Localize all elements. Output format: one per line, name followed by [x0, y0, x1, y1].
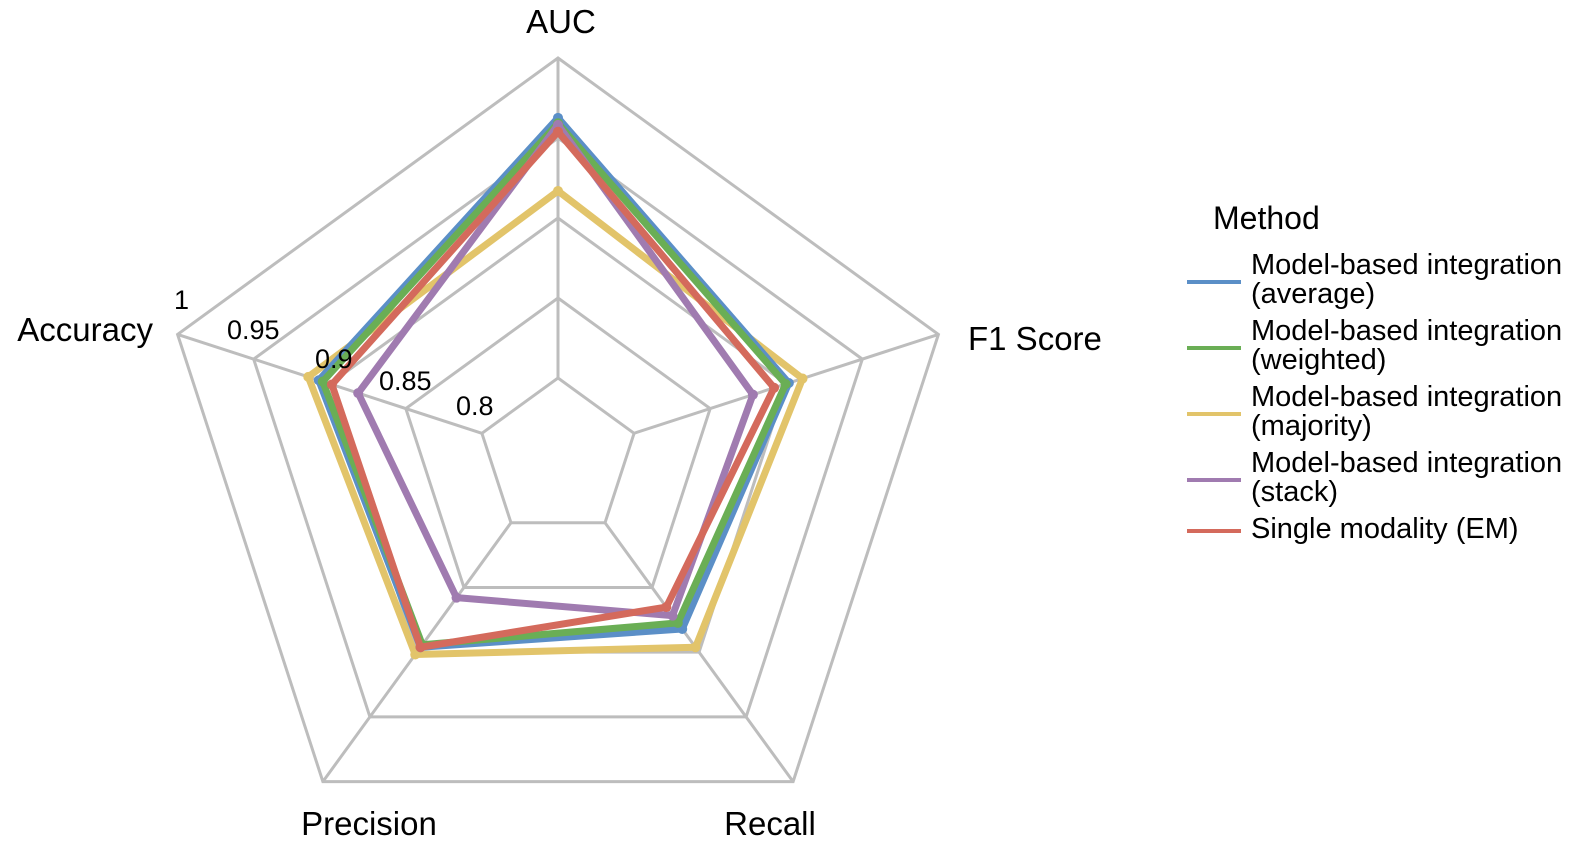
legend-swatch-weighted — [1187, 346, 1241, 350]
legend-item-majority: Model-based integration (majority) — [1187, 383, 1587, 441]
series-line-4 — [328, 128, 778, 651]
series-point-4-4 — [326, 379, 337, 390]
grid-ring-0 — [480, 376, 636, 525]
series-point-2-4 — [303, 371, 314, 382]
axis-label-accuracy: Accuracy — [17, 311, 153, 348]
radar-labels: AUC F1 Score Recall Precision Accuracy 1… — [17, 3, 1102, 842]
legend-swatch-average — [1187, 280, 1241, 284]
legend-item-stack: Model-based integration (stack) — [1187, 449, 1587, 507]
legend-label-single-modality: Single modality (EM) — [1251, 513, 1519, 545]
series-point-3-2 — [667, 610, 678, 621]
tick-label-0-95: 0.95 — [227, 315, 280, 345]
series-line-3 — [354, 121, 757, 620]
series-point-3-1 — [747, 389, 758, 400]
radar-chart: AUC F1 Score Recall Precision Accuracy 1… — [17, 3, 1102, 842]
series-point-4-0 — [553, 126, 563, 137]
legend-label-average: Model-based integration (average) — [1251, 249, 1563, 310]
series-point-4-2 — [661, 602, 672, 613]
legend-item-single-modality: Single modality (EM) — [1187, 515, 1587, 571]
axis-label-auc: AUC — [526, 3, 596, 40]
legend-swatch-single-modality — [1187, 529, 1241, 533]
axis-label-recall: Recall — [724, 805, 816, 842]
series-line-1 — [319, 119, 790, 649]
grid-spoke-2 — [603, 521, 795, 783]
legend-label-weighted: Model-based integration (weighted) — [1251, 315, 1563, 376]
tick-label-0-8: 0.8 — [456, 391, 494, 421]
legend-label-stack: Model-based integration (stack) — [1251, 447, 1563, 508]
series-point-3-4 — [353, 388, 364, 399]
series-point-2-1 — [797, 373, 808, 384]
legend-title: Method — [1213, 200, 1320, 236]
series-point-2-3 — [410, 649, 421, 660]
legend-swatch-stack — [1187, 478, 1241, 482]
series-point-1-4 — [317, 376, 328, 387]
series-point-3-3 — [451, 592, 462, 603]
grid-ring-3 — [251, 136, 865, 719]
legend-item-average: Model-based integration (average) — [1187, 251, 1587, 309]
series-point-2-0 — [553, 185, 563, 196]
legend-swatch-majority — [1187, 412, 1241, 416]
series-point-4-3 — [415, 642, 426, 653]
tick-label-1: 1 — [174, 285, 189, 315]
grid-ring-1 — [404, 296, 712, 589]
radar-series — [303, 112, 808, 660]
legend-label-majority: Model-based integration (majority) — [1251, 381, 1563, 442]
radar-grid — [175, 56, 941, 784]
series-point-2-2 — [690, 642, 701, 653]
series-point-3-0 — [553, 119, 563, 130]
legend: Method Model-based integration (average)… — [1187, 200, 1587, 579]
tick-label-0-85: 0.85 — [379, 366, 432, 396]
grid-ring-4 — [175, 56, 941, 784]
series-point-1-2 — [672, 617, 683, 628]
series-point-4-1 — [769, 382, 780, 393]
legend-item-weighted: Model-based integration (weighted) — [1187, 317, 1587, 375]
axis-label-f1-score: F1 Score — [968, 320, 1102, 357]
axis-label-precision: Precision — [301, 805, 437, 842]
tick-label-0-9: 0.9 — [315, 344, 353, 374]
series-point-1-1 — [780, 379, 791, 390]
